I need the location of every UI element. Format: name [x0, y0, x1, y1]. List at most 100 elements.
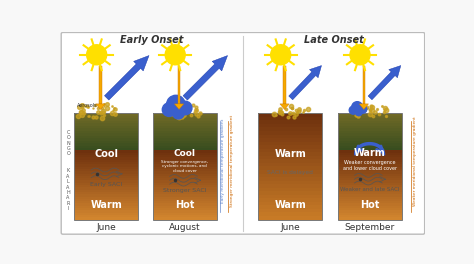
- Bar: [153, 115, 217, 118]
- Bar: [337, 201, 401, 204]
- Text: Stronger convergence,
cyclonic motions, and
cloud cover: Stronger convergence, cyclonic motions, …: [161, 160, 208, 173]
- Polygon shape: [280, 104, 289, 110]
- Bar: [337, 166, 401, 169]
- FancyArrow shape: [183, 55, 228, 100]
- Bar: [74, 145, 138, 148]
- Bar: [258, 194, 322, 198]
- Bar: [153, 210, 217, 213]
- Bar: [337, 199, 401, 201]
- Bar: [74, 208, 138, 210]
- Bar: [337, 162, 401, 164]
- Bar: [74, 178, 138, 180]
- Text: SACI is delayed: SACI is delayed: [267, 170, 313, 175]
- Text: Warm: Warm: [91, 200, 122, 210]
- Text: Early Onset: Early Onset: [119, 35, 183, 45]
- Bar: [258, 131, 322, 135]
- Text: Weaker and late SACI: Weaker and late SACI: [340, 187, 399, 192]
- Bar: [337, 143, 401, 145]
- Bar: [153, 180, 217, 183]
- Bar: [74, 115, 138, 118]
- Bar: [74, 123, 138, 126]
- Bar: [258, 116, 322, 120]
- Bar: [153, 171, 217, 173]
- Text: Early SACI: Early SACI: [90, 182, 122, 187]
- Text: Stronger SACI: Stronger SACI: [163, 188, 207, 193]
- Bar: [153, 130, 217, 133]
- Text: K
A
L
A
H
A
R
I: K A L A H A R I: [66, 168, 70, 211]
- Bar: [337, 120, 401, 123]
- Text: Hot: Hot: [175, 200, 194, 210]
- Bar: [74, 173, 138, 176]
- Bar: [258, 134, 322, 138]
- Bar: [337, 157, 401, 160]
- Bar: [153, 162, 217, 164]
- Bar: [258, 113, 322, 117]
- Bar: [337, 215, 401, 217]
- Bar: [258, 184, 322, 188]
- Bar: [74, 203, 138, 206]
- Bar: [74, 155, 138, 157]
- Bar: [153, 113, 217, 116]
- Bar: [153, 173, 217, 176]
- Bar: [74, 192, 138, 194]
- Bar: [153, 145, 217, 148]
- Bar: [74, 196, 138, 199]
- Polygon shape: [174, 104, 183, 110]
- Bar: [337, 173, 401, 176]
- Bar: [74, 166, 138, 169]
- Bar: [258, 177, 322, 181]
- Bar: [74, 120, 138, 123]
- Bar: [153, 201, 217, 204]
- Bar: [337, 115, 401, 118]
- Text: Warm: Warm: [274, 149, 306, 159]
- Bar: [258, 191, 322, 195]
- Bar: [337, 123, 401, 126]
- Bar: [337, 196, 401, 199]
- Bar: [153, 128, 217, 131]
- Bar: [258, 120, 322, 124]
- Text: Weaker meridional temperature gradient: Weaker meridional temperature gradient: [413, 116, 418, 206]
- Bar: [337, 145, 401, 148]
- Bar: [337, 130, 401, 133]
- Bar: [258, 124, 322, 128]
- Bar: [337, 210, 401, 213]
- Text: C
O
N
G
O: C O N G O: [66, 130, 70, 156]
- Bar: [153, 113, 217, 220]
- Bar: [258, 187, 322, 191]
- Circle shape: [166, 95, 185, 114]
- Circle shape: [350, 45, 370, 65]
- Bar: [153, 182, 217, 185]
- Bar: [153, 187, 217, 190]
- Bar: [153, 208, 217, 210]
- Bar: [258, 163, 322, 166]
- Bar: [258, 113, 322, 220]
- Text: August: August: [169, 223, 201, 232]
- Bar: [258, 152, 322, 156]
- Bar: [153, 212, 217, 215]
- Circle shape: [178, 101, 192, 115]
- Bar: [337, 113, 401, 220]
- Bar: [337, 113, 401, 116]
- Bar: [153, 203, 217, 206]
- Text: Early meridional temperature gradient: Early meridional temperature gradient: [221, 119, 225, 203]
- Bar: [74, 143, 138, 145]
- Bar: [153, 217, 217, 220]
- Bar: [337, 187, 401, 190]
- Bar: [74, 128, 138, 131]
- Bar: [153, 215, 217, 217]
- Bar: [258, 138, 322, 142]
- Bar: [337, 203, 401, 206]
- Bar: [258, 148, 322, 152]
- Bar: [74, 118, 138, 121]
- Bar: [337, 212, 401, 215]
- Bar: [258, 173, 322, 177]
- Bar: [153, 196, 217, 199]
- Bar: [74, 159, 138, 162]
- Bar: [153, 143, 217, 145]
- Bar: [337, 205, 401, 208]
- Bar: [337, 135, 401, 138]
- Text: September: September: [345, 223, 395, 232]
- Bar: [153, 166, 217, 169]
- Bar: [258, 127, 322, 131]
- Bar: [74, 113, 138, 220]
